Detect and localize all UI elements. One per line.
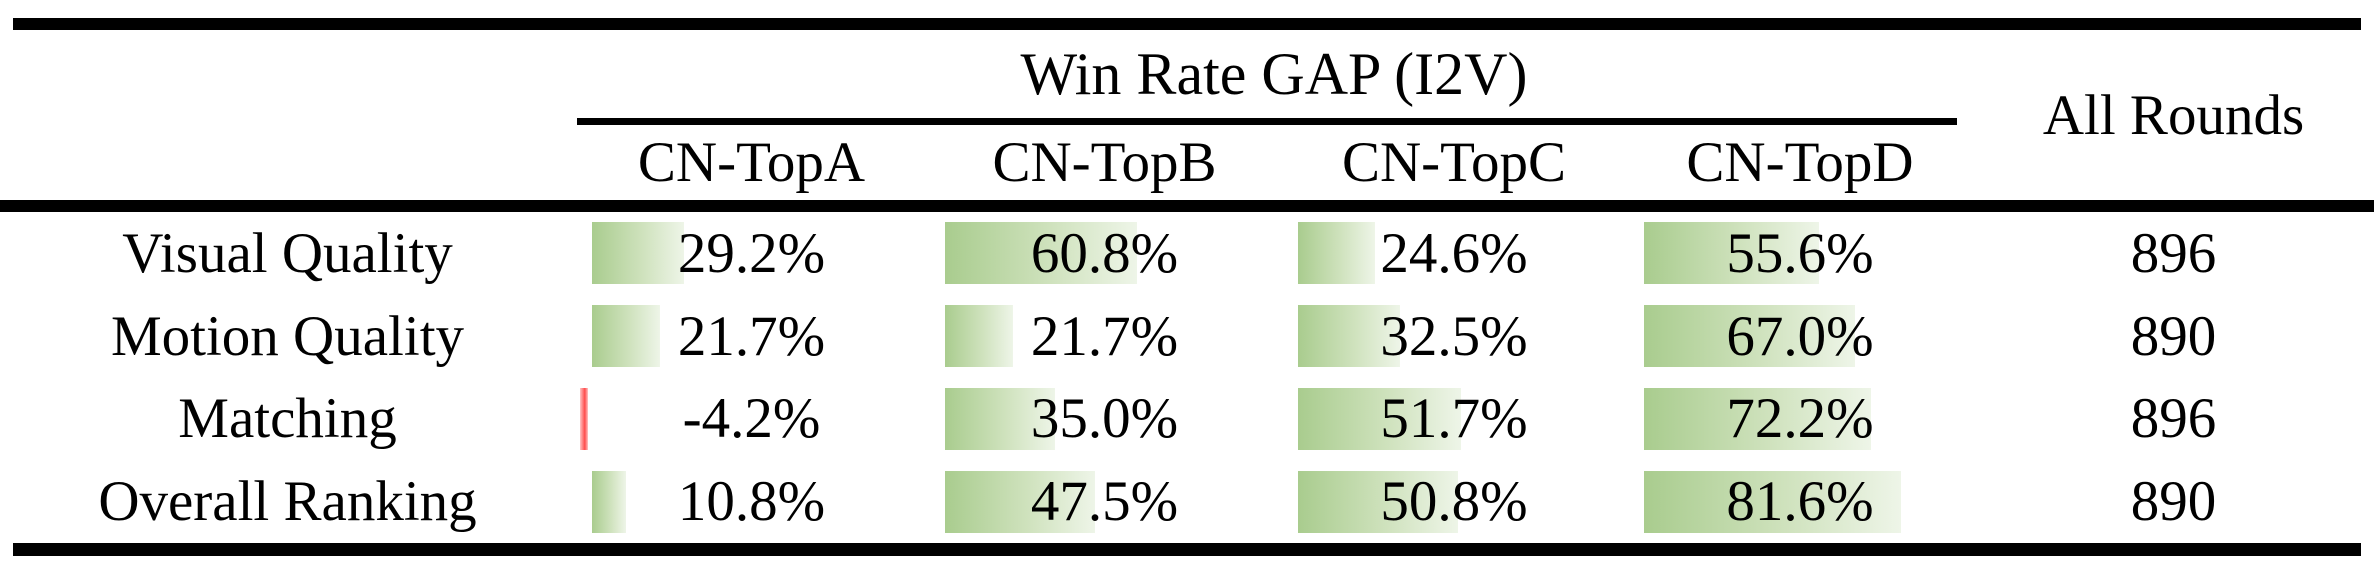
value-text: 24.6% <box>1380 221 1528 285</box>
table-bottom-rule <box>13 543 2361 556</box>
value-bar <box>1644 222 1820 285</box>
value-text: 60.8% <box>1030 221 1179 285</box>
value-text: 21.7% <box>1030 304 1179 368</box>
value-bar <box>1644 387 1872 450</box>
value-text: 29.2% <box>677 221 826 285</box>
value-bar <box>580 387 589 450</box>
value-bar <box>1298 470 1459 533</box>
table-top-rule <box>13 18 2361 30</box>
win-rate-group-header: Win Rate GAP (I2V) CN-TopA CN-TopB CN-To… <box>575 30 1973 200</box>
table-title: Win Rate GAP (I2V) <box>1020 40 1528 107</box>
value-cell: 24.6% <box>1281 212 1627 295</box>
value-bar <box>945 470 1095 533</box>
value-cell: 67.0% <box>1627 295 1973 378</box>
table-row: Overall Ranking 10.8% 47.5% 50.8% 81.6% … <box>0 460 2374 543</box>
table-header: Win Rate GAP (I2V) CN-TopA CN-TopB CN-To… <box>0 30 2374 200</box>
value-bar <box>1298 387 1461 450</box>
value-cell: -4.2% <box>575 378 928 461</box>
value-cell: 21.7% <box>575 295 928 378</box>
value-bar <box>1298 305 1401 368</box>
value-text: 50.8% <box>1380 470 1528 534</box>
value-cell: 81.6% <box>1627 460 1973 543</box>
value-text: 51.7% <box>1380 387 1528 451</box>
row-label: Visual Quality <box>122 221 453 285</box>
row-label: Overall Ranking <box>98 470 477 534</box>
value-cell: 55.6% <box>1627 212 1973 295</box>
value-cell: 51.7% <box>1281 378 1627 461</box>
value-cell: 60.8% <box>928 212 1281 295</box>
value-bar <box>592 470 627 533</box>
column-header-cn-topa: CN-TopA <box>637 131 866 194</box>
model-column-headers: CN-TopA CN-TopB CN-TopC CN-TopD <box>575 125 1973 200</box>
value-text: 47.5% <box>1030 470 1179 534</box>
value-text: 72.2% <box>1726 387 1874 451</box>
value-bar <box>1298 222 1376 285</box>
value-cell: 47.5% <box>928 460 1281 543</box>
value-cell: 72.2% <box>1627 378 1973 461</box>
table-row: Matching -4.2% 35.0% 51.7% 72.2% 896 <box>0 378 2374 461</box>
header-separator-rule <box>0 200 2374 212</box>
row-label-column-spacer <box>0 30 575 200</box>
all-rounds-header: All Rounds <box>2042 83 2305 147</box>
value-text: 55.6% <box>1726 221 1874 285</box>
value-bar <box>945 305 1014 368</box>
value-text: 32.5% <box>1380 304 1528 368</box>
all-rounds-cell: 890 <box>2130 304 2217 368</box>
column-header-cn-topb: CN-TopB <box>992 131 1217 194</box>
value-cell: 50.8% <box>1281 460 1627 543</box>
value-bar <box>592 222 684 285</box>
value-text: 81.6% <box>1726 470 1874 534</box>
value-text: 67.0% <box>1726 304 1874 368</box>
value-bar <box>1644 470 1902 533</box>
table-row: Motion Quality 21.7% 21.7% 32.5% 67.0% 8… <box>0 295 2374 378</box>
table-body: Visual Quality 29.2% 60.8% 24.6% 55.6% 8… <box>0 212 2374 543</box>
value-cell: 10.8% <box>575 460 928 543</box>
table-row: Visual Quality 29.2% 60.8% 24.6% 55.6% 8… <box>0 212 2374 295</box>
all-rounds-cell: 890 <box>2130 470 2217 534</box>
column-header-cn-topc: CN-TopC <box>1341 131 1567 194</box>
value-text: 10.8% <box>677 470 826 534</box>
value-cell: 21.7% <box>928 295 1281 378</box>
value-bar <box>592 305 661 368</box>
value-text: 21.7% <box>677 304 826 368</box>
row-label: Motion Quality <box>110 304 465 368</box>
column-header-cn-topd: CN-TopD <box>1686 131 1914 194</box>
group-underline-rule <box>577 118 1957 125</box>
row-label: Matching <box>178 387 397 451</box>
all-rounds-cell: 896 <box>2130 387 2217 451</box>
value-bar <box>945 222 1137 285</box>
value-bar <box>945 387 1056 450</box>
value-cell: 35.0% <box>928 378 1281 461</box>
all-rounds-cell: 896 <box>2130 221 2217 285</box>
value-cell: 32.5% <box>1281 295 1627 378</box>
value-text: -4.2% <box>682 387 821 451</box>
value-bar <box>1644 305 1856 368</box>
value-cell: 29.2% <box>575 212 928 295</box>
value-text: 35.0% <box>1030 387 1179 451</box>
